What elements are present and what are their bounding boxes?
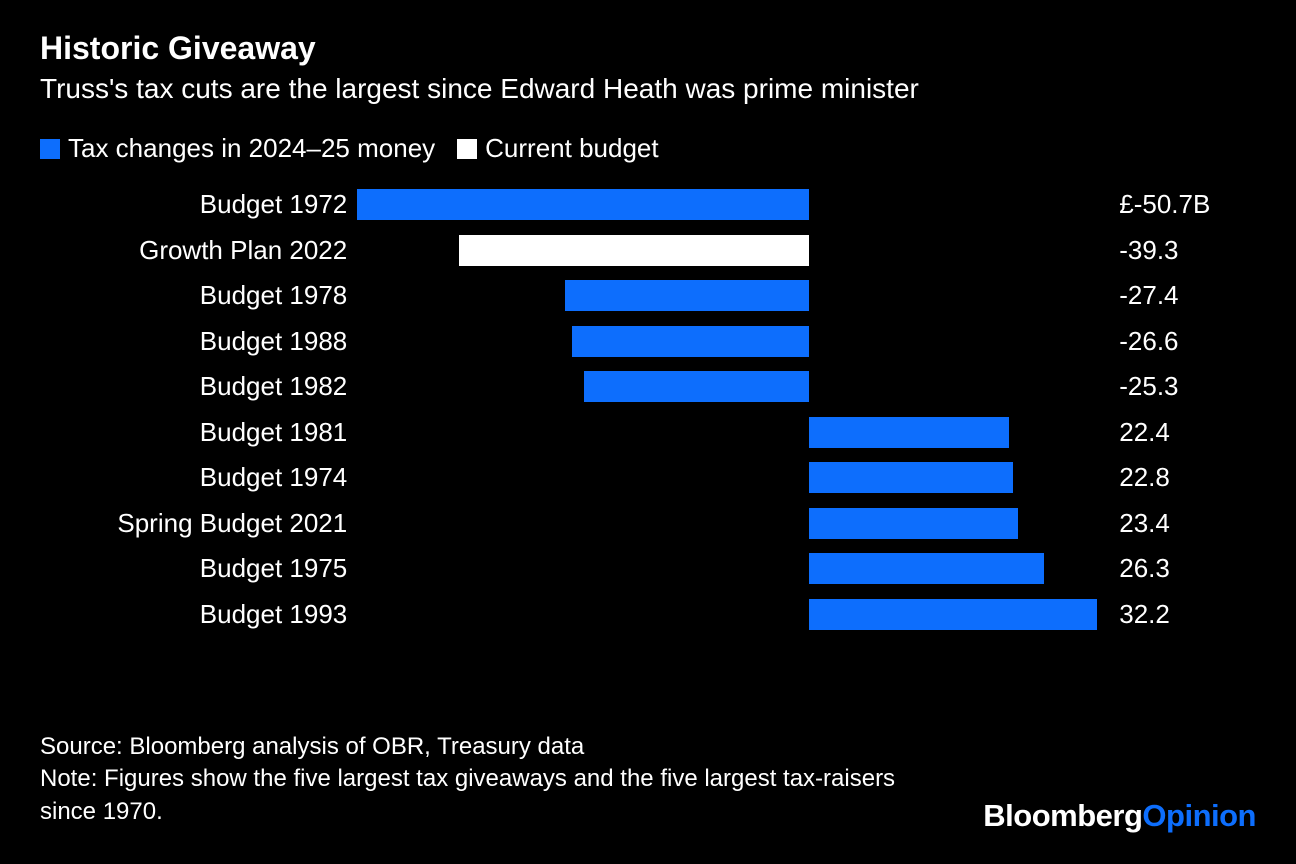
- bar-value: -25.3: [1097, 371, 1256, 402]
- bar-row: Growth Plan 2022 -39.3: [40, 228, 1256, 274]
- bar: [809, 508, 1018, 539]
- footer-source: Source: Bloomberg analysis of OBR, Treas…: [40, 731, 1256, 763]
- bar-row: Budget 1993 32.2: [40, 592, 1256, 638]
- bar-label: Budget 1978: [40, 280, 357, 311]
- bar-value: 26.3: [1097, 553, 1256, 584]
- bar-value: -39.3: [1097, 235, 1256, 266]
- bar-chart: Budget 1972 £-50.7B Growth Plan 2022 -39.3 B…: [40, 182, 1256, 637]
- bar-value: 22.8: [1097, 462, 1256, 493]
- bar: [809, 599, 1096, 630]
- bar-area: [357, 364, 1097, 410]
- brand-part-2: Opinion: [1142, 798, 1256, 833]
- bar-label: Budget 1988: [40, 326, 357, 357]
- bar-value: 22.4: [1097, 417, 1256, 448]
- bar: [809, 417, 1009, 448]
- legend-swatch-0: [40, 139, 60, 159]
- legend-swatch-1: [457, 139, 477, 159]
- bar-row: Budget 1975 26.3: [40, 546, 1256, 592]
- bar-label: Budget 1972: [40, 189, 357, 220]
- bar-row: Budget 1982 -25.3: [40, 364, 1256, 410]
- bar-row: Budget 1972 £-50.7B: [40, 182, 1256, 228]
- bar-value: -27.4: [1097, 280, 1256, 311]
- bar: [572, 326, 809, 357]
- bar-row: Budget 1988 -26.6: [40, 319, 1256, 365]
- bar: [565, 280, 810, 311]
- bar-row: Budget 1974 22.8: [40, 455, 1256, 501]
- bar-area: [357, 455, 1097, 501]
- legend-label-0: Tax changes in 2024–25 money: [68, 133, 435, 164]
- bar-label: Budget 1993: [40, 599, 357, 630]
- bar-value: 32.2: [1097, 599, 1256, 630]
- bar-area: [357, 501, 1097, 547]
- legend: Tax changes in 2024–25 money Current bud…: [40, 133, 1256, 164]
- footer-note-1: Note: Figures show the five largest tax …: [40, 763, 1256, 795]
- bar-row: Budget 1978 -27.4: [40, 273, 1256, 319]
- bar: [459, 235, 810, 266]
- bar: [584, 371, 810, 402]
- bar-label: Budget 1981: [40, 417, 357, 448]
- brand-logo: BloombergOpinion: [983, 798, 1256, 834]
- bar-value: 23.4: [1097, 508, 1256, 539]
- bar-area: [357, 410, 1097, 456]
- bar: [357, 189, 810, 220]
- bar: [809, 553, 1044, 584]
- chart-subtitle: Truss's tax cuts are the largest since E…: [40, 73, 1256, 105]
- bar-row: Budget 1981 22.4: [40, 410, 1256, 456]
- bar-label: Budget 1975: [40, 553, 357, 584]
- bar-value: -26.6: [1097, 326, 1256, 357]
- bar-label: Budget 1974: [40, 462, 357, 493]
- chart-container: Historic Giveaway Truss's tax cuts are t…: [0, 0, 1296, 864]
- bar-area: [357, 546, 1097, 592]
- bar-area: [357, 273, 1097, 319]
- bar-area: [357, 592, 1097, 638]
- bar: [809, 462, 1013, 493]
- bar-label: Growth Plan 2022: [40, 235, 357, 266]
- legend-label-1: Current budget: [485, 133, 658, 164]
- bar-area: [357, 319, 1097, 365]
- bar-label: Budget 1982: [40, 371, 357, 402]
- bar-area: [357, 228, 1097, 274]
- bar-label: Spring Budget 2021: [40, 508, 357, 539]
- bar-row: Spring Budget 2021 23.4: [40, 501, 1256, 547]
- bar-value: £-50.7B: [1097, 189, 1256, 220]
- bar-area: [357, 182, 1097, 228]
- brand-part-1: Bloomberg: [983, 798, 1142, 833]
- chart-title: Historic Giveaway: [40, 30, 1256, 67]
